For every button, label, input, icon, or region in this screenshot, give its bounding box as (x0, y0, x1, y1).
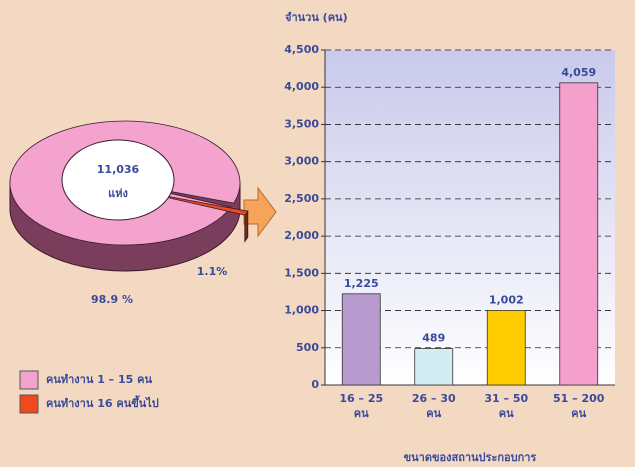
x-tick-label: 16 – 25 คน (339, 392, 384, 420)
value-label: 1,002 (489, 293, 524, 306)
pie-slice-side (244, 209, 249, 243)
value-label: 4,059 (561, 66, 596, 79)
value-label: 1.1% (197, 265, 228, 278)
x-axis-title: ขนาดของสถานประกอบการ (404, 451, 537, 464)
legend-label: คนทำงาน 16 คนขึ้นไป (46, 395, 159, 410)
bar (414, 348, 454, 386)
y-tick-label: 1,000 (284, 304, 319, 317)
y-tick-label: 0 (311, 378, 319, 391)
annotation: แห่ง (108, 187, 128, 200)
legend-swatch (19, 394, 39, 414)
arrow (243, 186, 277, 238)
y-axis-title: จำนวน (คน) (285, 11, 348, 24)
y-tick-label: 3,500 (284, 117, 319, 130)
y-tick-label: 4,500 (284, 43, 319, 56)
y-tick-label: 3,000 (284, 155, 319, 168)
bar (559, 82, 599, 386)
bar (341, 293, 381, 386)
y-tick-label: 2,500 (284, 192, 319, 205)
x-tick-label: 26 – 30 คน (411, 392, 456, 420)
x-tick-label: 31 – 50 คน (484, 392, 529, 420)
value-label: 1,225 (344, 277, 379, 290)
legend-swatch (19, 370, 39, 390)
y-tick-label: 500 (296, 341, 319, 354)
y-tick-label: 4,000 (284, 80, 319, 93)
bar (486, 310, 526, 386)
y-tick-label: 2,000 (284, 229, 319, 242)
pie-hole (61, 139, 175, 221)
value-label: 489 (422, 332, 445, 345)
x-tick-label: 51 – 200 คน (553, 392, 605, 420)
legend-label: คนทำงาน 1 – 15 คน (46, 373, 153, 386)
y-tick-label: 1,500 (284, 266, 319, 279)
value-label: 98.9 % (91, 293, 133, 306)
annotation: 11,036 (97, 163, 140, 176)
